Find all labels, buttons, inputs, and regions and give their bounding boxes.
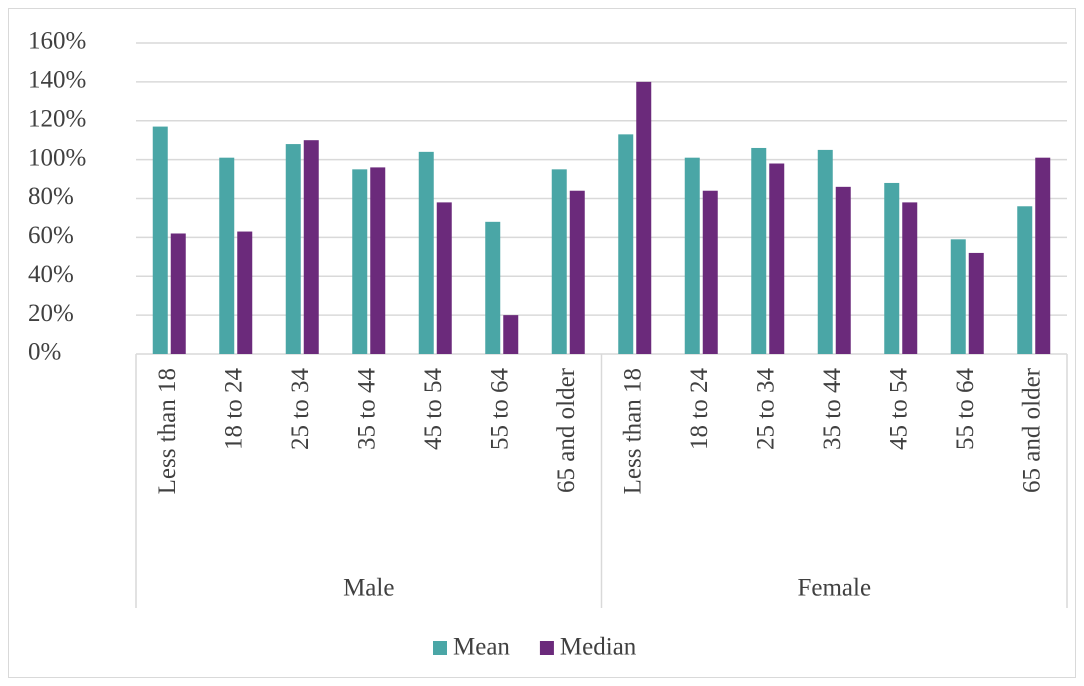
- bar: [485, 221, 501, 354]
- bar: [817, 149, 833, 354]
- bar: [237, 231, 253, 354]
- bar: [551, 169, 567, 354]
- bar: [968, 252, 984, 354]
- y-tick-label: 120%: [28, 105, 86, 132]
- bar: [285, 144, 301, 354]
- y-tick-label: 140%: [28, 67, 86, 94]
- x-tick-label: 55 to 64: [486, 368, 513, 450]
- x-tick-label: 55 to 64: [952, 368, 979, 450]
- bar: [219, 157, 235, 354]
- x-tick-label: 65 and older: [553, 367, 580, 493]
- bar: [418, 151, 434, 354]
- bar: [769, 163, 785, 354]
- group-label: Female: [797, 575, 871, 602]
- bar: [636, 81, 652, 354]
- bar: [436, 202, 452, 354]
- legend-swatch: [433, 641, 447, 655]
- bar: [835, 186, 851, 354]
- bar: [303, 140, 319, 354]
- x-tick-label: Less than 18: [154, 368, 181, 494]
- bar: [902, 202, 918, 354]
- x-tick-label: 18 to 24: [686, 368, 713, 450]
- bar: [702, 190, 718, 354]
- bar: [751, 147, 767, 354]
- x-tick-label: Less than 18: [619, 368, 646, 494]
- bar: [569, 190, 585, 354]
- y-tick-label: 20%: [28, 300, 74, 327]
- bar: [370, 167, 386, 354]
- x-tick-label: 65 and older: [1018, 367, 1045, 493]
- bar: [1035, 157, 1051, 354]
- x-tick-label: 35 to 44: [353, 368, 380, 450]
- y-tick-label: 100%: [28, 144, 86, 171]
- bar: [1017, 206, 1033, 354]
- x-tick-label: 25 to 34: [287, 368, 314, 450]
- legend-swatch: [539, 641, 554, 655]
- y-tick-label: 0%: [28, 339, 61, 366]
- legend-label: Mean: [453, 634, 510, 661]
- bar: [170, 233, 186, 354]
- y-tick-label: 80%: [28, 183, 74, 210]
- y-tick-label: 160%: [28, 28, 86, 55]
- bar: [503, 315, 519, 354]
- y-tick-label: 40%: [28, 261, 74, 288]
- bar: [684, 157, 700, 354]
- legend-label: Median: [560, 634, 637, 661]
- x-tick-label: 25 to 34: [752, 368, 779, 450]
- bar: [884, 182, 900, 354]
- x-tick-label: 45 to 54: [885, 368, 912, 450]
- x-tick-label: 45 to 54: [420, 368, 447, 450]
- x-tick-label: 35 to 44: [819, 368, 846, 450]
- bar: [152, 126, 168, 354]
- bar: [352, 169, 368, 354]
- bar: [950, 239, 966, 354]
- group-label: Male: [343, 575, 394, 602]
- bar: [618, 134, 634, 354]
- x-tick-label: 18 to 24: [220, 368, 247, 450]
- y-tick-label: 60%: [28, 222, 74, 249]
